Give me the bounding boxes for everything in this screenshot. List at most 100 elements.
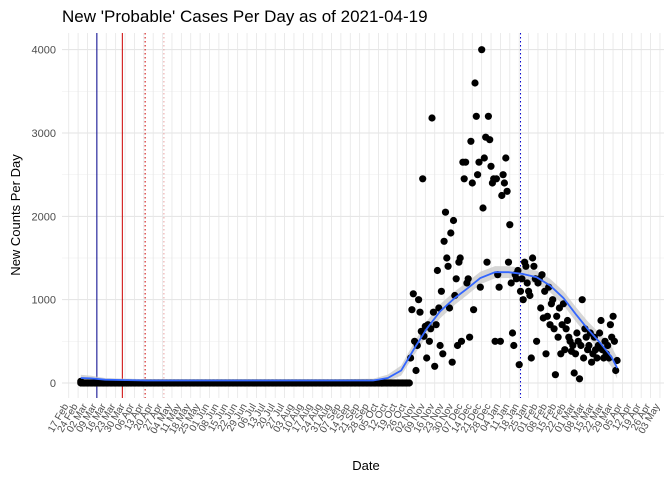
data-point xyxy=(429,308,437,316)
data-point xyxy=(457,337,466,345)
data-point xyxy=(593,354,601,362)
data-point xyxy=(479,204,487,212)
y-axis-label: New Counts Per Day xyxy=(8,154,23,276)
data-point xyxy=(613,356,621,365)
data-point xyxy=(449,216,458,225)
data-point xyxy=(577,341,585,350)
data-point xyxy=(502,154,510,162)
data-point xyxy=(538,271,546,279)
data-point xyxy=(529,254,537,262)
data-point xyxy=(460,175,468,183)
data-point xyxy=(604,341,612,350)
data-point xyxy=(470,306,478,314)
data-point xyxy=(571,350,580,358)
data-point xyxy=(597,316,605,325)
data-point xyxy=(415,296,423,304)
data-point xyxy=(542,350,550,358)
smooth-line xyxy=(80,271,618,382)
data-point xyxy=(575,375,584,383)
data-point xyxy=(441,208,450,216)
data-point xyxy=(527,354,535,362)
data-point xyxy=(549,296,557,304)
data-point xyxy=(445,304,454,312)
data-point xyxy=(496,337,504,345)
data-point xyxy=(510,341,518,350)
data-point xyxy=(423,354,431,362)
chart-title: New 'Probable' Cases Per Day as of 2021-… xyxy=(62,7,428,26)
data-point xyxy=(504,258,513,266)
data-point xyxy=(518,275,526,283)
data-point xyxy=(522,262,530,270)
data-point xyxy=(498,191,506,200)
data-point xyxy=(561,346,569,354)
data-point xyxy=(484,112,492,120)
data-point xyxy=(512,275,521,283)
data-point xyxy=(537,304,545,312)
data-point xyxy=(464,275,472,283)
grid xyxy=(62,33,664,398)
data-point xyxy=(530,262,538,270)
data-point xyxy=(428,114,436,122)
data-point xyxy=(578,296,586,304)
y-tick-label: 3000 xyxy=(32,128,56,140)
data-point xyxy=(609,312,617,320)
data-point xyxy=(507,279,515,287)
data-point xyxy=(573,329,581,337)
data-point xyxy=(405,379,413,387)
data-point xyxy=(419,175,427,183)
data-point xyxy=(462,158,470,166)
data-point xyxy=(456,254,464,262)
data-point xyxy=(612,366,620,375)
data-point xyxy=(563,316,572,325)
data-point xyxy=(436,341,444,350)
smooth-line-group xyxy=(80,271,618,382)
data-point xyxy=(569,341,577,350)
data-point xyxy=(551,371,560,379)
data-point xyxy=(466,333,474,341)
data-point xyxy=(483,258,491,266)
data-point xyxy=(559,300,568,308)
data-point xyxy=(437,287,445,295)
data-point xyxy=(478,46,486,54)
data-point xyxy=(588,358,596,366)
data-point xyxy=(425,337,433,345)
data-point xyxy=(409,290,417,298)
data-point xyxy=(444,262,452,270)
data-point xyxy=(499,171,507,179)
data-point xyxy=(515,361,523,369)
data-point xyxy=(439,350,447,358)
data-point xyxy=(416,308,424,316)
data-point xyxy=(610,337,619,345)
data-point xyxy=(585,341,593,350)
data-point xyxy=(508,329,517,337)
data-point xyxy=(432,321,440,329)
data-point xyxy=(553,312,561,320)
data-point xyxy=(471,79,479,87)
data-point xyxy=(467,137,475,145)
data-point xyxy=(580,354,588,362)
data-point xyxy=(606,321,615,329)
data-point xyxy=(476,283,484,291)
data-point xyxy=(495,283,503,291)
data-point xyxy=(500,179,508,187)
data-point xyxy=(443,254,451,262)
data-point xyxy=(570,369,578,377)
data-point xyxy=(516,287,525,295)
data-point xyxy=(447,229,455,237)
data-point xyxy=(448,358,456,366)
y-tick-label: 0 xyxy=(50,378,56,390)
data-point xyxy=(543,312,552,320)
y-tick-label: 4000 xyxy=(32,45,56,57)
data-point xyxy=(550,325,558,333)
data-point xyxy=(412,366,420,375)
data-point xyxy=(596,329,604,337)
data-point xyxy=(431,362,439,370)
data-point xyxy=(440,237,448,245)
data-point xyxy=(554,333,562,341)
data-point xyxy=(491,337,499,345)
data-point xyxy=(487,162,495,170)
y-tick-label: 2000 xyxy=(32,211,56,223)
